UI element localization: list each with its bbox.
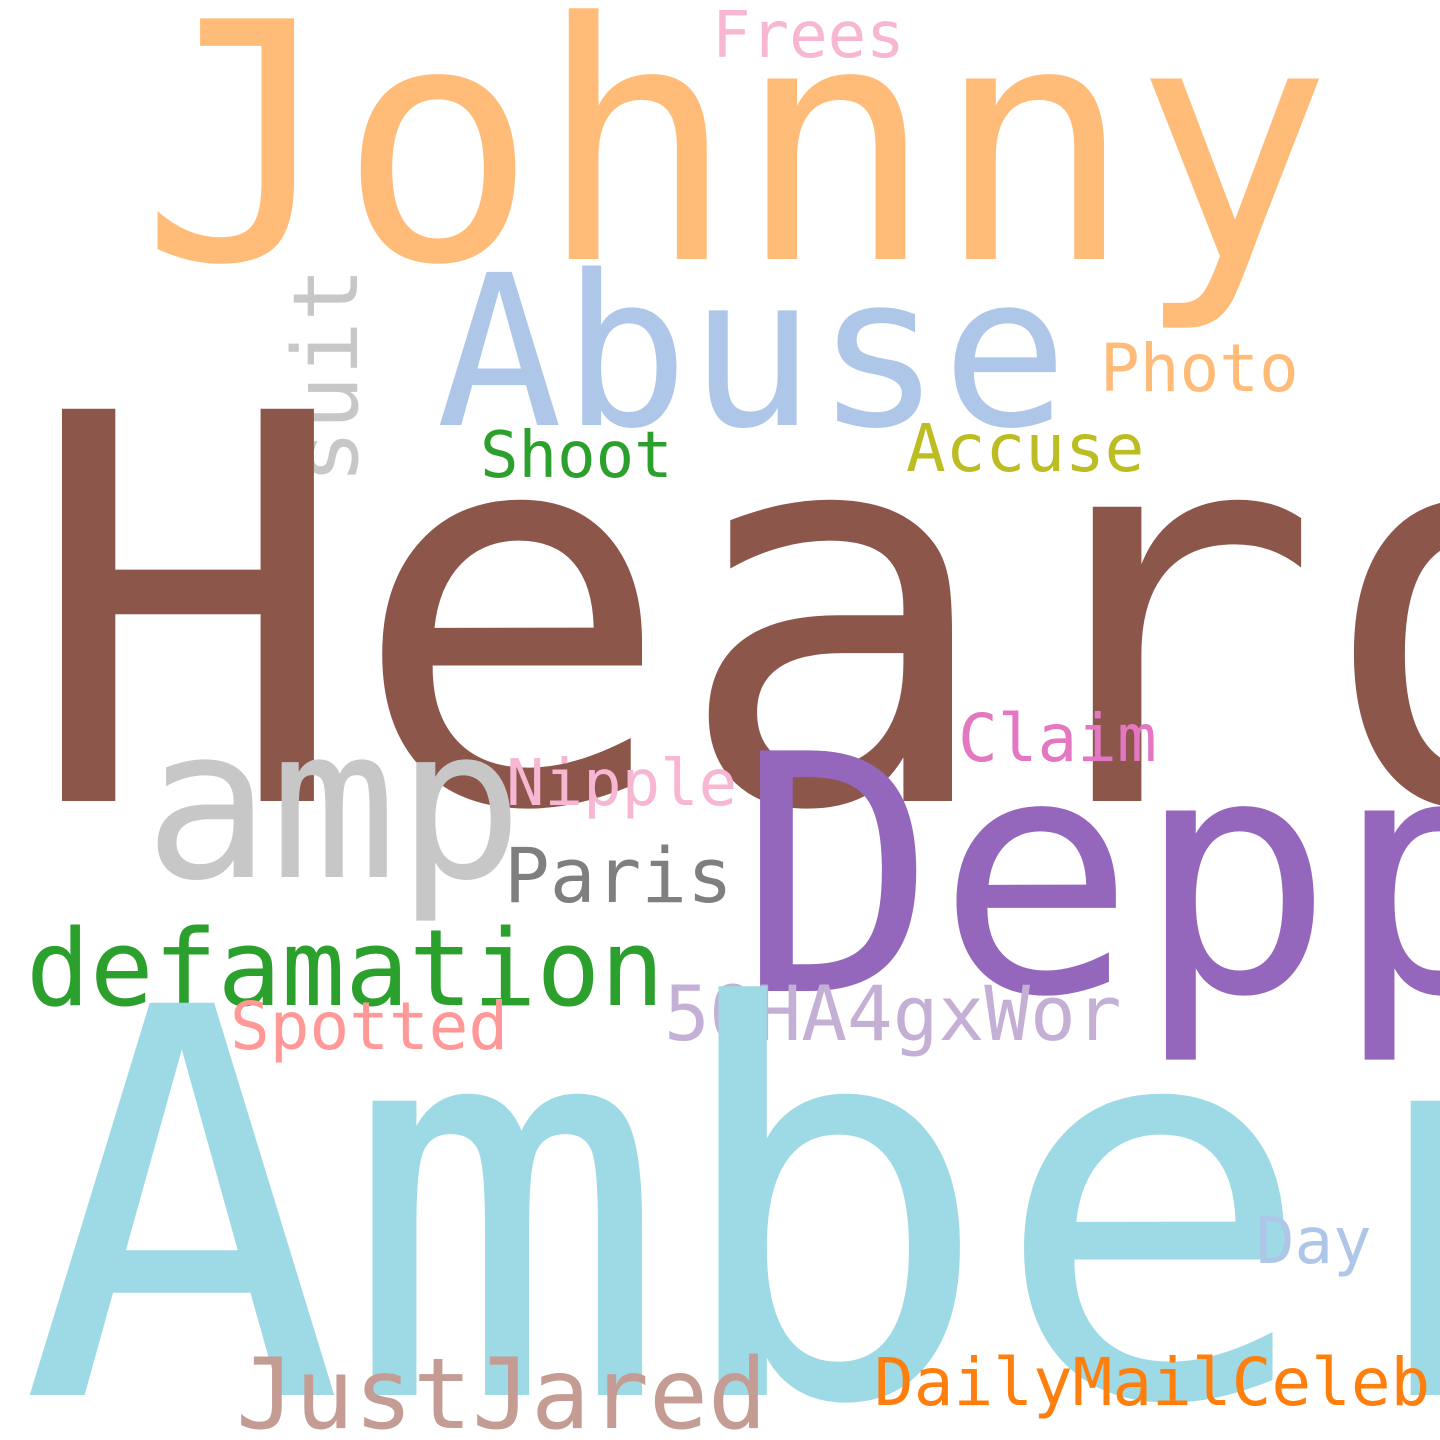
word-depp: Depp — [738, 685, 1440, 1069]
word-nipple: Nipple — [506, 747, 738, 821]
word-dailymailceleb: DailyMailCeleb — [874, 1344, 1431, 1421]
word-photo: Photo — [1100, 330, 1299, 407]
word-defamation: defamation — [26, 907, 665, 1030]
word-claim: Claim — [958, 700, 1157, 777]
word-heard: Heard — [26, 302, 1440, 928]
word-day: Day — [1256, 1205, 1372, 1279]
word-johnny: Johnny — [140, 0, 1333, 337]
word-shoot: Shoot — [480, 419, 673, 493]
word-frees: Frees — [712, 0, 905, 73]
word-amber: Amber — [20, 896, 1440, 1440]
word-abuse: Abuse — [436, 230, 1069, 475]
word-accuse: Accuse — [906, 410, 1145, 487]
word-5qha4gxwor: 5QHA4gxWor — [664, 969, 1122, 1058]
word-spotted: Spotted — [230, 988, 509, 1065]
word-paris: Paris — [504, 831, 733, 920]
word-justjared: JustJared — [236, 1338, 768, 1440]
word-amp: amp — [144, 682, 524, 927]
